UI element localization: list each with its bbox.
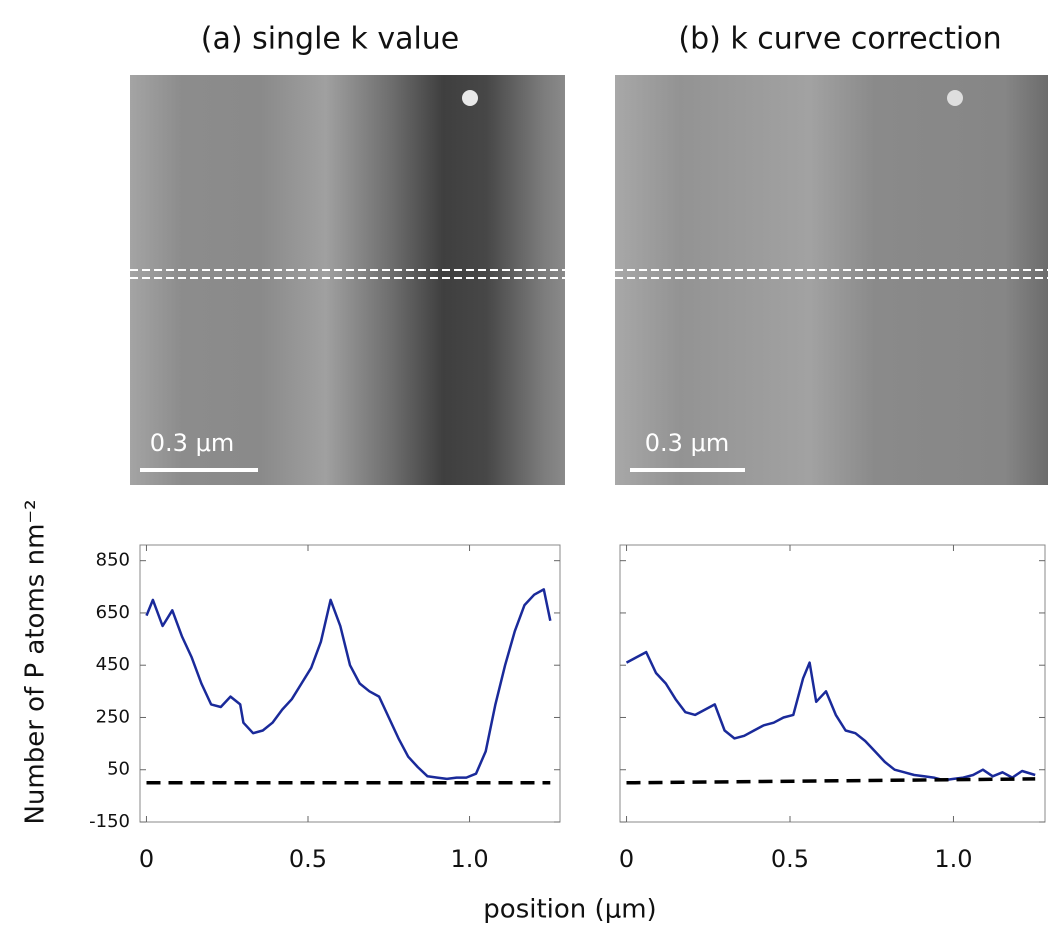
image-b: [615, 75, 1048, 485]
scale-bar-label: 0.3 μm: [150, 429, 234, 457]
scale-bar-label: 0.3 μm: [645, 429, 729, 457]
x-tick-label: 0: [139, 845, 154, 873]
y-tick-label: 850: [96, 550, 130, 571]
y-tick-label: 50: [107, 759, 130, 780]
baseline: [626, 777, 1036, 785]
panel-title: (b) k curve correction: [678, 22, 1001, 57]
x-axis-label: position (μm): [483, 895, 656, 925]
x-tick-label: 1.0: [450, 845, 488, 873]
image-a: [130, 75, 565, 485]
y-axis-label: Number of P atoms nm⁻²: [21, 499, 51, 824]
x-tick-label: 0.5: [771, 845, 809, 873]
y-tick-label: -150: [89, 811, 130, 832]
profile-line: [145, 588, 552, 781]
x-tick-label: 0: [619, 845, 634, 873]
x-tick-label: 0.5: [289, 845, 327, 873]
x-tick-label: 1.0: [934, 845, 972, 873]
plot-frame: [619, 544, 1046, 823]
profile-line: [625, 650, 1036, 782]
panel-title: (a) single k value: [201, 22, 460, 57]
y-tick-label: 450: [96, 654, 130, 675]
plot-frame: [139, 544, 561, 823]
y-tick-label: 250: [96, 706, 130, 727]
y-tick-label: 650: [96, 602, 130, 623]
